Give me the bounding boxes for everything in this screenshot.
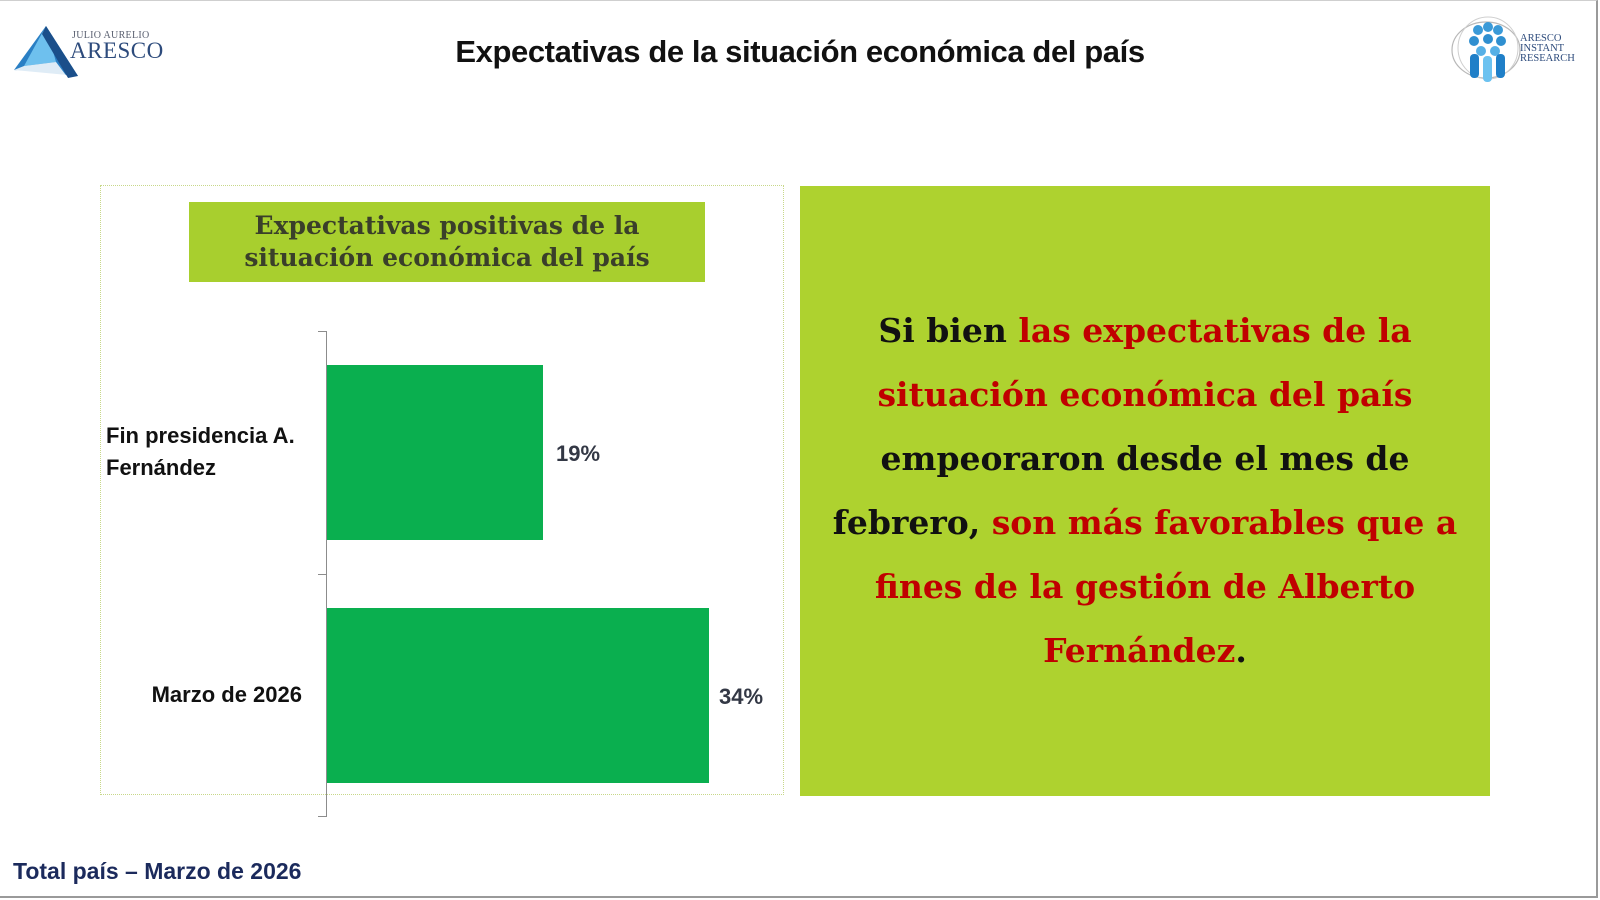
key-finding-callout: Si bien las expectativas de la situación… [800, 186, 1490, 796]
bar-value-label: 19% [556, 441, 601, 466]
logo-right-text: ARESCO INSTANT RESEARCH [1520, 33, 1575, 64]
logo-big-text: ARESCO [70, 38, 164, 63]
axis-tick [318, 331, 326, 332]
page-title: Expectativas de la situación económica d… [455, 34, 1145, 69]
logo-small-text: JULIO AURELIO [72, 30, 150, 41]
aresco-logo: JULIO AURELIO ARESCO [12, 22, 164, 82]
triangle-logo-icon [14, 26, 78, 78]
category-label-fin-presidencia: Fin presidencia A. Fernández [106, 423, 295, 480]
sample-footnote: Total país – Marzo de 2026 [13, 858, 302, 884]
axis-tick [318, 574, 326, 575]
people-globe-icon [1451, 16, 1521, 82]
callout-text: Si bien las expectativas de la situación… [832, 311, 1458, 670]
chart-title: Expectativas positivas de la situación e… [189, 202, 705, 282]
category-axis [326, 331, 327, 817]
bar-marzo-2026 [327, 608, 709, 783]
category-label-marzo-2026: Marzo de 2026 [151, 682, 302, 707]
aresco-instant-research-logo: ARESCO INSTANT RESEARCH [1448, 14, 1588, 86]
chart-panel [100, 185, 784, 795]
bar-value-label: 34% [719, 684, 764, 709]
bar-fin-presidencia [327, 365, 543, 540]
axis-tick [318, 816, 326, 817]
